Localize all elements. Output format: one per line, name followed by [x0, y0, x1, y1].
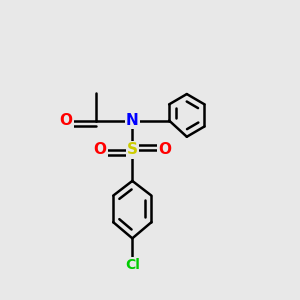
- Text: S: S: [127, 142, 138, 158]
- Text: O: O: [60, 113, 73, 128]
- Text: O: O: [93, 142, 106, 158]
- Text: O: O: [158, 142, 171, 158]
- Text: Cl: Cl: [125, 258, 140, 272]
- Text: N: N: [126, 113, 139, 128]
